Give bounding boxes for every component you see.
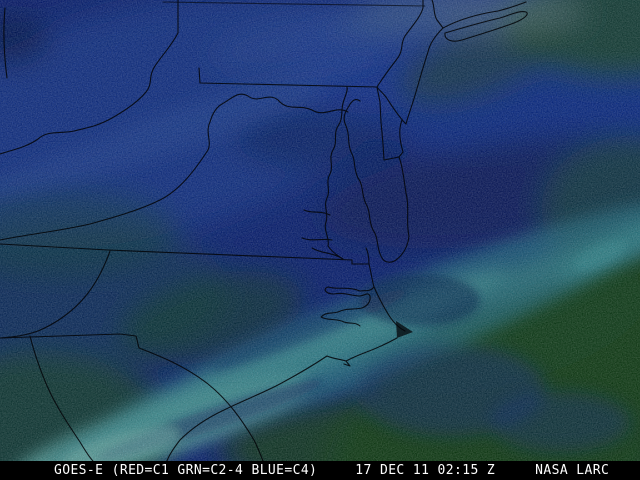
- timestamp-label: 17 DEC 11 02:15 Z: [355, 463, 496, 478]
- caption-space: [103, 463, 111, 478]
- credit-label: NASA LARC: [535, 463, 610, 478]
- caption-source-and-legend: GOES-E (RED=C1 GRN=C2-4 BLUE=C4): [54, 461, 317, 480]
- satellite-source-label: GOES-E: [54, 463, 104, 478]
- caption-bar: GOES-E (RED=C1 GRN=C2-4 BLUE=C4) 17 DEC …: [0, 461, 640, 480]
- satellite-image: [0, 0, 640, 461]
- channel-legend-label: (RED=C1 GRN=C2-4 BLUE=C4): [111, 463, 318, 478]
